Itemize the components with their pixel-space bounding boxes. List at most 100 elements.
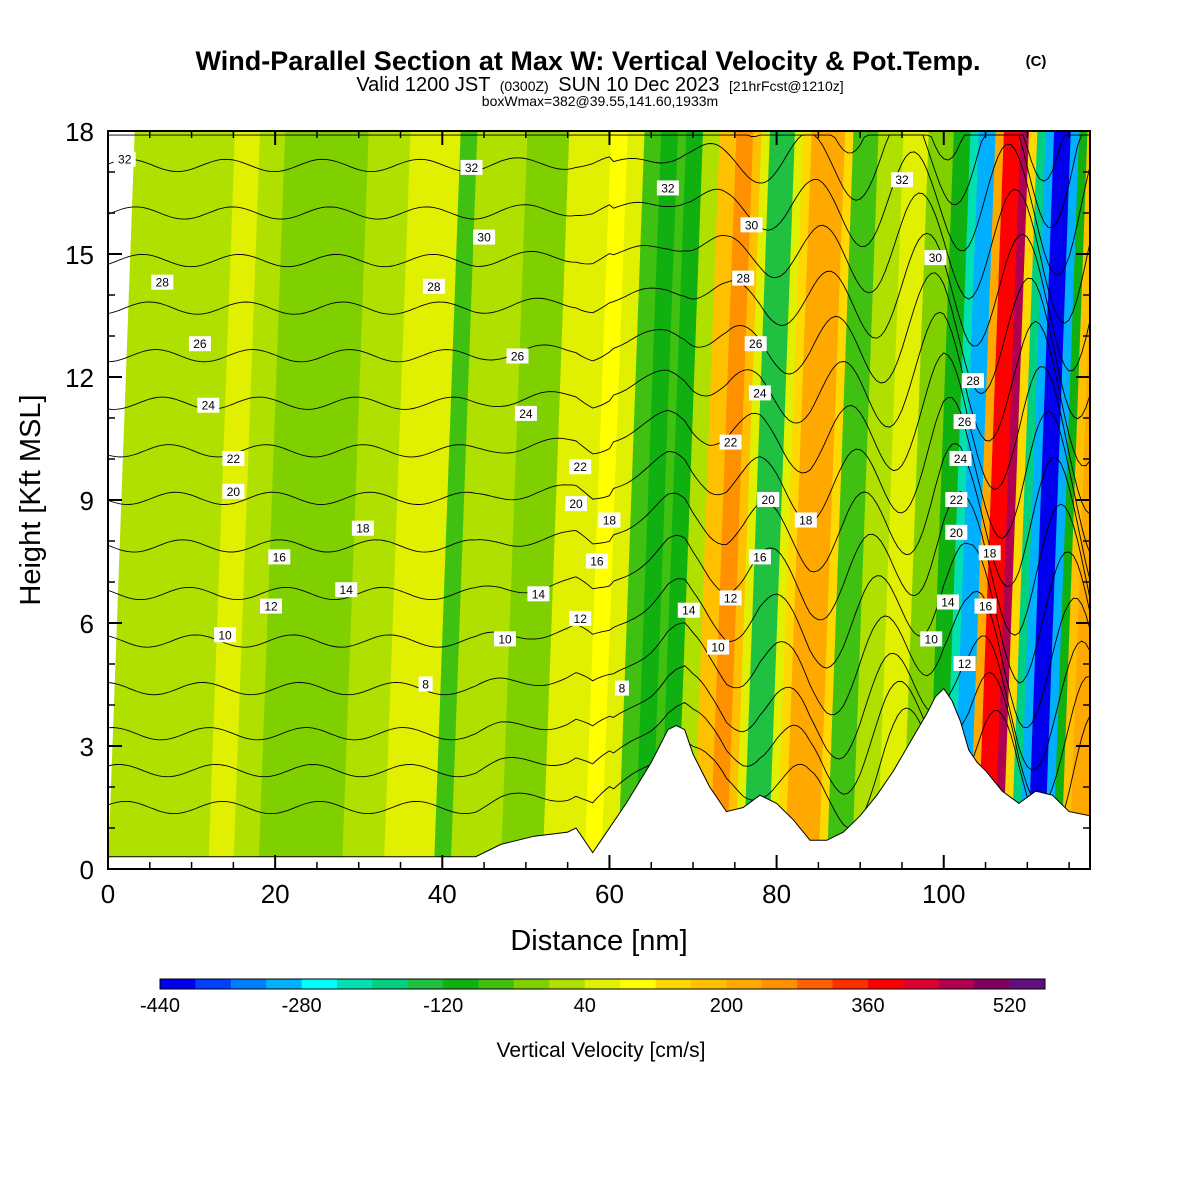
velocity-band-25 [784, 131, 846, 869]
theta-contour-8 [108, 590, 1090, 729]
contour-label-3: 24 [197, 397, 220, 413]
contour-label-text: 22 [574, 460, 588, 474]
contour-label-47: 12 [953, 656, 976, 671]
colorbar-swatch-23 [974, 979, 1011, 989]
colorbar-swatch-16 [726, 979, 763, 989]
contour-label-text: 28 [737, 272, 751, 286]
velocity-band-12 [601, 131, 646, 869]
velocity-band-7 [450, 131, 529, 869]
contour-label-bg [740, 217, 763, 233]
contour-label-bg [748, 549, 771, 565]
contour-label-bg [585, 553, 608, 569]
contour-label-bg [527, 586, 550, 602]
contour-label-bg [418, 676, 433, 692]
contour-label-13: 30 [473, 229, 496, 245]
contour-label-text: 24 [202, 399, 216, 413]
contour-label-text: 16 [590, 555, 604, 569]
contour-label-46: 14 [936, 594, 959, 610]
theta-contours [108, 134, 1090, 844]
contour-label-text: 14 [340, 583, 354, 597]
contour-label-2: 26 [188, 336, 211, 352]
contour-label-16: 24 [514, 405, 537, 421]
colorbar-swatch-5 [337, 979, 373, 989]
contour-label-text: 10 [218, 628, 232, 642]
velocity-band-10 [567, 131, 612, 869]
theta-contour-20 [108, 311, 1090, 467]
contour-label-text: 14 [941, 596, 955, 610]
contour-label-text: 30 [929, 251, 943, 265]
colorbar [159, 978, 1046, 990]
theta-contour-30 [108, 134, 1090, 228]
colorbar-tick-label: 40 [574, 995, 596, 1017]
theta-contour-24 [108, 232, 1090, 372]
colorbar-swatch-14 [655, 979, 692, 989]
contour-label-bg [506, 348, 529, 364]
contour-label-39: 28 [962, 373, 984, 389]
velocity-band-0 [108, 131, 236, 869]
contour-label-text: 16 [979, 600, 993, 614]
x-tick-label: 40 [428, 879, 457, 909]
contour-label-5: 20 [222, 483, 245, 499]
contour-label-28: 26 [744, 336, 767, 352]
contour-label-text: 16 [273, 550, 287, 564]
colorbar-swatch-17 [761, 979, 798, 989]
contour-label-bg [222, 483, 245, 499]
contour-label-text: 16 [753, 550, 767, 564]
theta-contour-28 [108, 143, 1090, 276]
contour-label-bg [953, 656, 976, 671]
colorbar-swatch-3 [266, 979, 303, 989]
contour-label-text: 18 [603, 514, 617, 528]
velocity-field [108, 131, 1090, 869]
contour-label-text: 20 [762, 493, 776, 507]
theta-contour-16 [108, 397, 1090, 554]
theta-contour-6 [108, 635, 1090, 771]
velocity-band-30 [901, 131, 955, 869]
chart-subtitle: Valid 1200 JST (0300Z) SUN 10 Dec 2023 [… [356, 74, 843, 96]
velocity-band-20 [726, 131, 763, 869]
contour-label-8: 12 [260, 598, 282, 614]
subtitle-date: SUN 10 Dec 2023 [558, 74, 719, 96]
subtitle-utc-time: (0300Z) [500, 78, 549, 94]
contour-label-text: 8 [619, 682, 626, 696]
contour-label-26: 30 [740, 217, 763, 233]
x-axis-ticks: 0 20 40 60 80 100 [101, 131, 1070, 909]
velocity-band-19 [709, 131, 754, 869]
contour-label-bg [949, 451, 972, 466]
y-tick-label: 9 [80, 486, 94, 516]
velocity-band-17 [676, 131, 721, 869]
contour-label-bg [460, 159, 483, 175]
contour-label-22: 12 [569, 610, 592, 626]
contour-label-bg [953, 414, 976, 430]
contour-label-21: 14 [527, 586, 550, 602]
subtitle-valid-time: Valid 1200 JST [356, 74, 490, 96]
contour-label-text: 18 [356, 522, 370, 536]
contour-label-32: 18 [794, 512, 817, 528]
contour-label-bg [494, 631, 516, 647]
contour-label-bg [188, 336, 211, 352]
velocity-band-1 [208, 131, 261, 869]
contour-label-bg [924, 250, 947, 266]
contour-label-bg [113, 151, 136, 167]
contour-label-bg [656, 180, 679, 196]
contour-label-31: 20 [757, 492, 780, 507]
chart-box-info: boxWmax=382@39.55,141.60,1933m [482, 93, 718, 109]
velocity-band-44 [1069, 292, 1090, 869]
contour-label-15: 26 [506, 348, 529, 364]
colorbar-swatch-12 [584, 979, 621, 989]
contour-label-20: 16 [585, 553, 608, 569]
contour-label-36: 10 [707, 639, 730, 655]
colorbar-tick-label: 200 [710, 995, 743, 1017]
contour-label-10: 18 [351, 520, 374, 536]
x-tick-label: 60 [595, 879, 624, 909]
contour-label-text: 12 [264, 600, 278, 614]
x-tick-label: 80 [762, 879, 791, 909]
contour-label-bg [197, 397, 220, 413]
contour-label-text: 10 [925, 632, 939, 646]
theta-contour-labels: 32 28 26 24 22 20 16 14 12 10 18 8 32 30 28 26 24 22 20 18 1… [113, 151, 1001, 696]
velocity-band-40 [1027, 131, 1072, 869]
contour-label-11: 8 [418, 676, 433, 692]
contour-label-text: 30 [477, 231, 491, 245]
velocity-band-15 [651, 131, 687, 869]
velocity-band-2 [233, 131, 286, 869]
